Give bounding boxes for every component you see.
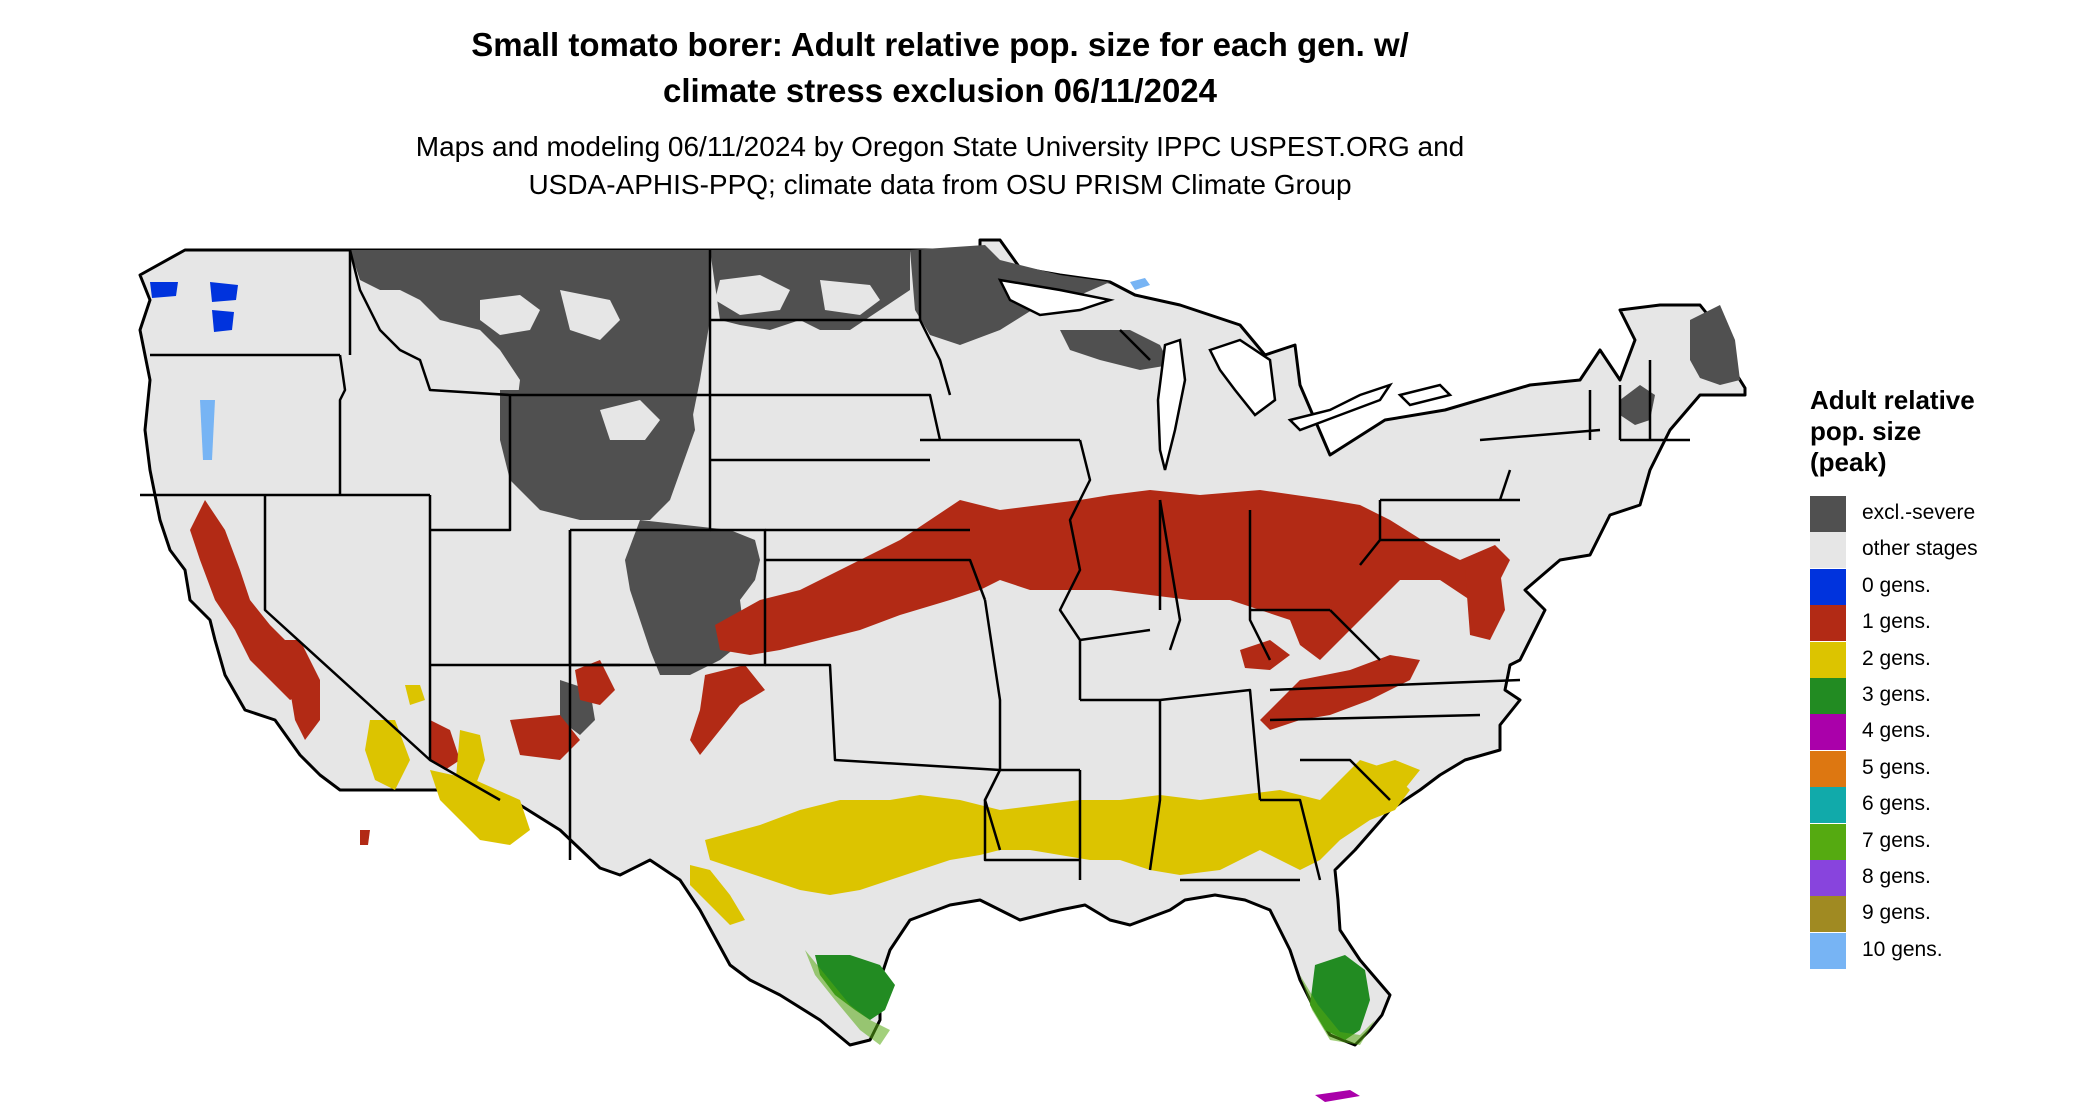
legend-label: 9 gens. (1862, 901, 1931, 925)
legend-label: 2 gens. (1862, 646, 1931, 670)
seven-gen-areas (805, 950, 1375, 1045)
legend-item: 9 gens. (1810, 896, 2070, 933)
legend-label: 6 gens. (1862, 792, 1931, 816)
legend-label: 1 gens. (1862, 610, 1931, 634)
legend-title-line-1: Adult relative (1810, 385, 1975, 415)
legend-item: 2 gens. (1810, 641, 2070, 678)
legend-swatch (1810, 859, 1846, 896)
legend-item: 7 gens. (1810, 823, 2070, 860)
legend-item: 10 gens. (1810, 932, 2070, 969)
zero-gen-areas (150, 282, 238, 332)
map-legend: Adult relative pop. size (peak) excl.-se… (1810, 385, 2070, 969)
legend-swatch (1810, 714, 1846, 751)
map-subtitle: Maps and modeling 06/11/2024 by Oregon S… (0, 128, 1880, 204)
legend-swatch (1810, 896, 1846, 933)
legend-swatch (1810, 750, 1846, 787)
legend-swatch (1810, 677, 1846, 714)
legend-item: 5 gens. (1810, 750, 2070, 787)
legend-label: 8 gens. (1862, 864, 1931, 888)
legend-swatch (1810, 605, 1846, 642)
legend-swatch (1810, 496, 1846, 532)
legend-item: 4 gens. (1810, 714, 2070, 751)
great-lakes (997, 278, 1453, 471)
legend-item: 6 gens. (1810, 787, 2070, 824)
four-gen-areas (1315, 1090, 1360, 1102)
ten-gen-areas (200, 278, 1150, 460)
map-subtitle-line-2: USDA-APHIS-PPQ; climate data from OSU PR… (528, 169, 1352, 200)
legend-swatch (1810, 787, 1846, 824)
legend-item: 3 gens. (1810, 677, 2070, 714)
legend-item: 0 gens. (1810, 568, 2070, 605)
two-gen-areas (365, 685, 1420, 925)
legend-swatch (1810, 932, 1846, 969)
map-title-line-2: climate stress exclusion 06/11/2024 (662, 72, 1218, 109)
legend-label: 7 gens. (1862, 828, 1931, 852)
legend-label: 10 gens. (1862, 937, 1943, 961)
legend-label: excl.-severe (1862, 501, 1976, 524)
legend-label: 3 gens. (1862, 682, 1931, 706)
other-stage-patches (480, 275, 880, 440)
legend-items: excl.-severe other stages 0 gens. 1 gens. 2 … (1810, 496, 2070, 969)
legend-label: 5 gens. (1862, 755, 1931, 779)
legend-swatch (1810, 641, 1846, 678)
legend-label: 4 gens. (1862, 719, 1931, 743)
map-title: Small tomato borer: Adult relative pop. … (0, 22, 1880, 114)
legend-title-line-3: (peak) (1810, 447, 1887, 477)
legend-item: 8 gens. (1810, 859, 2070, 896)
legend-item: 1 gens. (1810, 605, 2070, 642)
legend-item: excl.-severe (1810, 496, 2070, 532)
us-landmass (138, 238, 1747, 1047)
map-subtitle-line-1: Maps and modeling 06/11/2024 by Oregon S… (415, 131, 1465, 162)
legend-title: Adult relative pop. size (peak) (1810, 385, 2070, 478)
legend-item: other stages (1810, 532, 2070, 569)
legend-swatch (1810, 823, 1846, 860)
state-borders (140, 249, 1690, 882)
one-gen-areas (190, 490, 1510, 845)
legend-label: other stages (1862, 537, 1978, 561)
us-map (138, 238, 1747, 1102)
legend-title-line-2: pop. size (1810, 416, 1922, 446)
legend-swatch (1810, 568, 1846, 605)
map-title-line-1: Small tomato borer: Adult relative pop. … (471, 26, 1409, 63)
legend-label: 0 gens. (1862, 573, 1931, 597)
legend-swatch (1810, 532, 1846, 569)
three-gen-areas (815, 955, 1370, 1040)
